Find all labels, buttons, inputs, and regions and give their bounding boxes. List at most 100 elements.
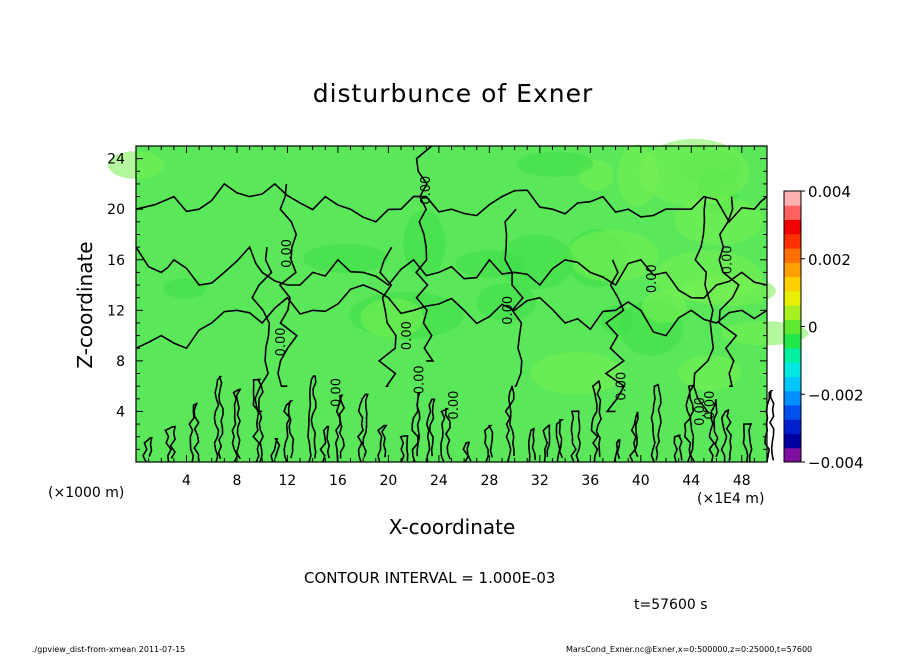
contour-label: 0.00 xyxy=(615,372,630,401)
contour-line xyxy=(135,284,768,350)
x-tick-label: 44 xyxy=(682,473,700,489)
y-tick-label: 24 xyxy=(107,152,125,168)
x-axis-label: X-coordinate xyxy=(389,515,516,539)
contour-label: 0.00 xyxy=(274,327,289,356)
contour-line xyxy=(504,208,524,387)
colorbar-tick-label: −0.004 xyxy=(808,454,864,472)
colorbar-swatch xyxy=(784,305,801,320)
colorbar: 0.004 0.002 0 −0.002 −0.004 xyxy=(783,183,864,472)
field-patch xyxy=(642,290,687,323)
time-label: t=57600 s xyxy=(634,597,708,613)
contour-label: 0.00 xyxy=(693,397,708,426)
contour-line xyxy=(142,437,153,463)
field-patch xyxy=(498,234,574,290)
colorbar-tick-label: 0.004 xyxy=(808,183,851,201)
chart-title: disturbunce of Exner xyxy=(313,79,594,108)
y-tick-label: 20 xyxy=(107,202,125,218)
contour-line xyxy=(720,409,732,462)
contour-label: 0.00 xyxy=(703,391,718,420)
contour-line xyxy=(462,441,472,463)
contour-line xyxy=(319,425,331,463)
y-tick-label: 12 xyxy=(107,303,125,319)
colorbar-swatch xyxy=(784,333,801,349)
contour-lines xyxy=(135,145,775,463)
footer-right: MarsCond_Exner.nc@Exner,x=0:500000,z=0:2… xyxy=(566,645,812,654)
contour-line xyxy=(483,424,494,463)
contour-line xyxy=(164,425,177,463)
contour-line xyxy=(693,196,715,413)
contour-label: 0.00 xyxy=(447,391,462,420)
contour-line xyxy=(555,419,565,463)
field-patch xyxy=(303,243,389,274)
field-patch xyxy=(530,352,623,395)
contour-line xyxy=(307,375,317,463)
colorbar-tick-label: −0.002 xyxy=(808,386,864,404)
colorbar-swatch xyxy=(784,248,801,263)
contour-line xyxy=(283,400,295,463)
x-axis: 4 8 12 16 20 24 28 32 36 40 44 48 xyxy=(135,146,768,489)
x-tick-label: 12 xyxy=(279,473,297,489)
contour-line xyxy=(440,407,451,463)
contour-line xyxy=(411,392,421,463)
x-tick-label: 8 xyxy=(232,473,241,489)
plot-area: 0.000.000.000.000.000.000.000.000.000.00… xyxy=(108,138,809,463)
colorbar-swatch xyxy=(784,376,801,392)
contour-label: 0.00 xyxy=(280,239,295,268)
colorbar-swatch xyxy=(784,390,801,406)
field-patch xyxy=(639,138,749,206)
field-patch xyxy=(566,229,659,282)
colorbar-swatch xyxy=(784,233,801,249)
contour-line xyxy=(590,380,602,463)
colorbar-swatch xyxy=(784,205,801,221)
contour-line xyxy=(708,399,720,463)
contour-line xyxy=(742,423,753,463)
contour-line xyxy=(334,394,346,463)
contour-line xyxy=(377,246,397,387)
x-tick-label: 4 xyxy=(182,473,191,489)
contour-line xyxy=(673,434,683,463)
field-patch xyxy=(163,278,207,299)
contour-line xyxy=(628,411,639,463)
contour-line xyxy=(251,247,273,413)
contour-line xyxy=(252,378,264,463)
contour-line xyxy=(613,439,621,463)
contour-line xyxy=(604,259,626,413)
x-tick-label: 36 xyxy=(581,473,599,489)
y-tick-label: 16 xyxy=(107,253,125,269)
contour-line xyxy=(570,410,581,463)
field-patch xyxy=(360,298,424,338)
colorbar-swatch xyxy=(784,219,801,235)
colorbar-swatch xyxy=(784,404,801,420)
x-tick-label: 16 xyxy=(329,473,347,489)
contour-line xyxy=(270,438,281,463)
contour-line xyxy=(527,427,536,463)
field-patch xyxy=(600,305,632,335)
colorbar-swatch xyxy=(784,419,801,434)
x-tick-label: 40 xyxy=(632,473,650,489)
contour-line xyxy=(718,196,740,387)
contour-line xyxy=(504,385,515,463)
contour-label: 0.00 xyxy=(645,264,660,293)
contour-line xyxy=(135,245,768,299)
contour-line xyxy=(135,182,768,224)
footer-left: ./gpview_dist-from-xmean 2011-07-15 xyxy=(32,645,185,654)
contour-line xyxy=(377,424,388,463)
contour-labels: 0.000.000.000.000.000.000.000.000.000.00… xyxy=(274,176,736,426)
contour-label: 0.00 xyxy=(501,296,516,325)
contour-label: 0.00 xyxy=(400,321,415,350)
field-patch xyxy=(476,283,537,321)
contour-line xyxy=(231,388,242,463)
x-axis-unit: (×1E4 m) xyxy=(697,491,764,507)
contour-label: 0.00 xyxy=(413,365,428,394)
colorbar-swatch xyxy=(784,362,801,377)
x-tick-label: 24 xyxy=(430,473,448,489)
contour-line xyxy=(357,393,369,463)
field-patch xyxy=(403,209,446,278)
field-patch xyxy=(517,151,594,177)
colorbar-swatch xyxy=(784,319,801,335)
colorbar-tick-label: 0 xyxy=(808,319,818,337)
contour-interval-label: CONTOUR INTERVAL = 1.000E-03 xyxy=(304,569,555,587)
contour-line xyxy=(415,145,435,362)
x-tick-label: 32 xyxy=(531,473,549,489)
